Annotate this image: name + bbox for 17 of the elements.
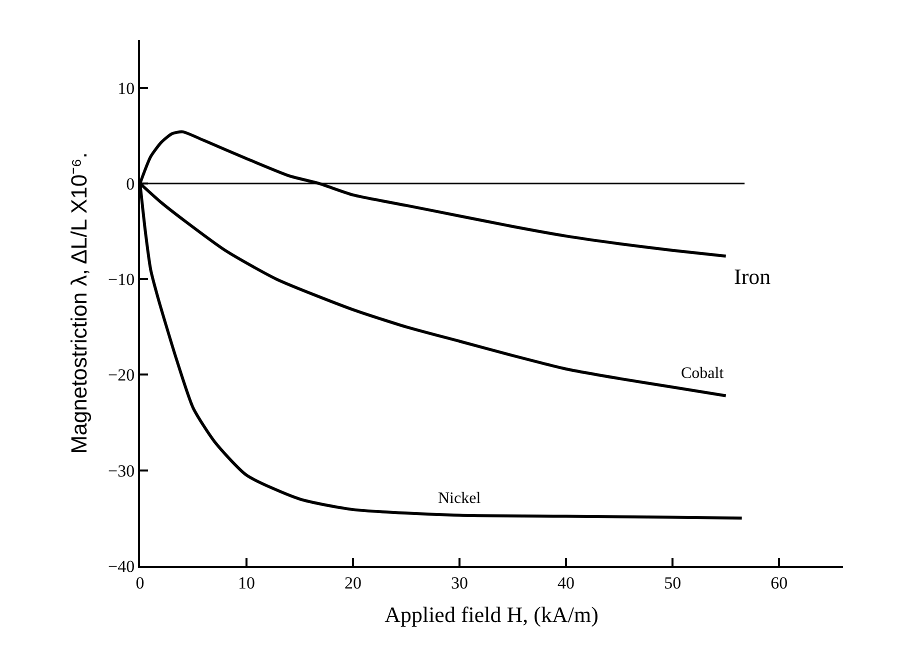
x-axis-title: Applied field H, (kA/m) — [384, 602, 598, 627]
x-tick-label: 20 — [344, 573, 362, 592]
x-tick-label: 10 — [238, 573, 256, 592]
y-tick-label: −40 — [108, 556, 135, 576]
series-label: Cobalt — [681, 365, 724, 382]
series-label: Iron — [734, 264, 771, 289]
x-tick-label: 60 — [770, 573, 788, 592]
y-axis-title: Magnetostriction λ, ΔL/L X10⁻⁶. — [66, 152, 92, 454]
y-tick-label: −10 — [108, 270, 135, 290]
y-tick-label: 0 — [126, 174, 135, 194]
series-label: Nickel — [438, 490, 482, 507]
y-tick-label: 10 — [118, 78, 135, 98]
y-tick-label: −30 — [108, 461, 135, 480]
y-tick-label: −20 — [108, 366, 135, 385]
x-tick-label: 40 — [558, 573, 575, 592]
x-tick-label: 50 — [664, 573, 682, 592]
x-tick-label: 30 — [451, 573, 468, 592]
